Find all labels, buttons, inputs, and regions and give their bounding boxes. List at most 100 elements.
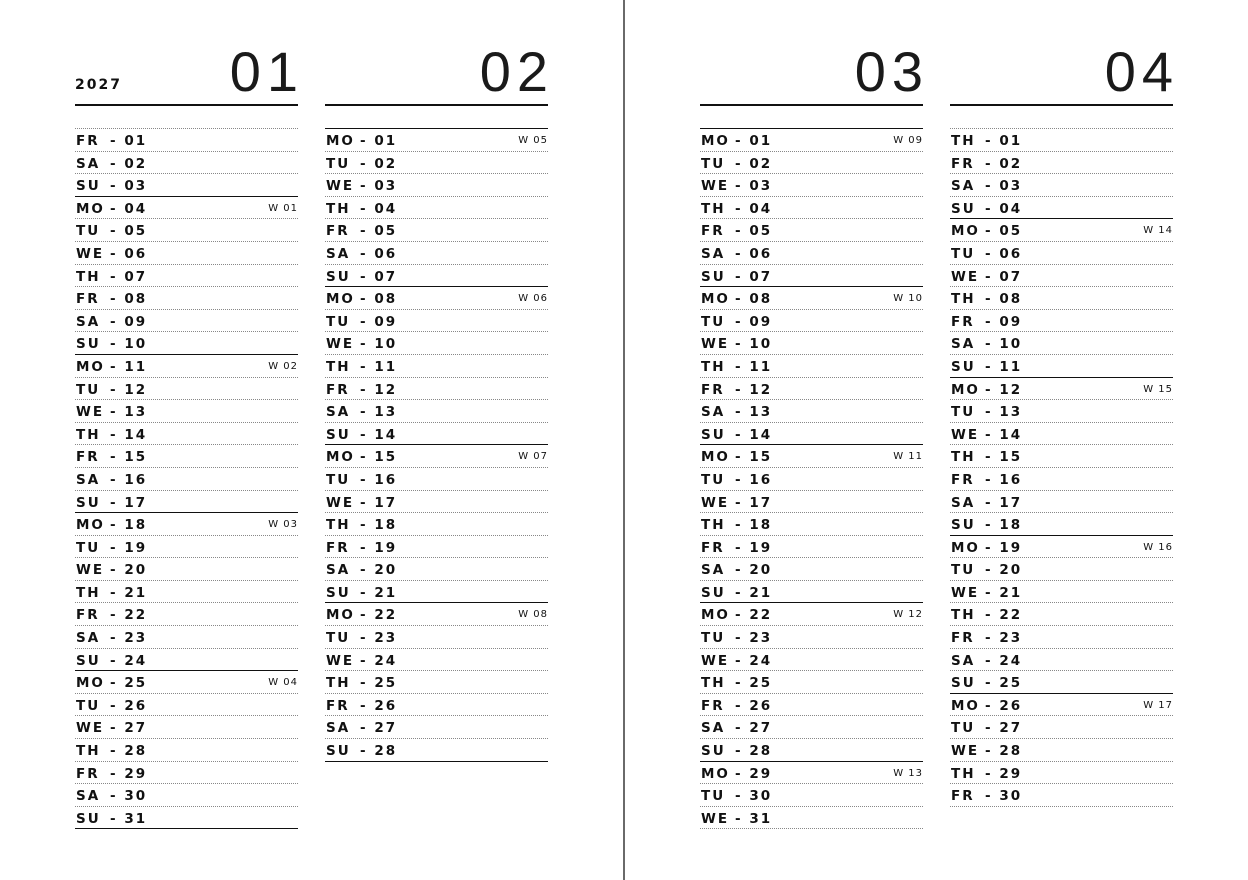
day-row[interactable]: TH - 04 (325, 197, 548, 220)
day-row[interactable]: SU - 14 (325, 423, 548, 446)
day-row[interactable]: TU - 16 (325, 468, 548, 491)
day-row[interactable]: SA - 23 (75, 626, 298, 649)
day-row[interactable]: FR - 29 (75, 762, 298, 785)
day-row[interactable]: FR - 26 (325, 694, 548, 717)
day-row[interactable]: MO - 01 W 05 (325, 129, 548, 152)
day-row[interactable]: SA - 27 (325, 716, 548, 740)
day-row[interactable]: FR - 19 (325, 536, 548, 559)
day-row[interactable]: SA - 10 (950, 332, 1173, 355)
day-row[interactable]: SU - 25 (950, 671, 1173, 694)
day-row[interactable]: MO - 22 W 12 (700, 603, 923, 627)
day-row[interactable]: TH - 11 (700, 355, 923, 378)
day-row[interactable]: TH - 11 (325, 355, 548, 378)
day-row[interactable]: TU - 05 (75, 219, 298, 242)
day-row[interactable]: TU - 02 (325, 152, 548, 175)
day-row[interactable]: SU - 28 (700, 739, 923, 762)
day-row[interactable]: FR - 01 (75, 129, 298, 152)
day-row[interactable]: SA - 13 (700, 400, 923, 423)
day-row[interactable]: WE - 31 (700, 807, 923, 830)
day-row[interactable]: SU - 17 (75, 491, 298, 514)
day-row[interactable]: SA - 16 (75, 468, 298, 491)
day-row[interactable]: TH - 25 (325, 671, 548, 694)
day-row[interactable]: TU - 26 (75, 694, 298, 717)
day-row[interactable]: SU - 07 (700, 265, 923, 288)
day-row[interactable]: MO - 18 W 03 (75, 513, 298, 536)
day-row[interactable]: WE - 10 (325, 332, 548, 355)
day-row[interactable]: WE - 24 (325, 649, 548, 672)
day-row[interactable]: WE - 20 (75, 558, 298, 581)
day-row[interactable]: WE - 24 (700, 649, 923, 672)
day-row[interactable]: WE - 14 (950, 423, 1173, 446)
day-row[interactable]: SA - 20 (700, 558, 923, 581)
day-row[interactable]: MO - 11 W 02 (75, 355, 298, 378)
day-row[interactable]: FR - 02 (950, 152, 1173, 175)
day-row[interactable]: SU - 03 (75, 174, 298, 197)
day-row[interactable]: TH - 14 (75, 423, 298, 446)
day-row[interactable]: FR - 30 (950, 784, 1173, 807)
day-row[interactable]: TH - 29 (950, 762, 1173, 785)
day-row[interactable]: TH - 18 (700, 513, 923, 536)
day-row[interactable]: WE - 03 (700, 174, 923, 197)
day-row[interactable]: SU - 07 (325, 265, 548, 288)
day-row[interactable]: WE - 21 (950, 581, 1173, 604)
day-row[interactable]: SU - 04 (950, 197, 1173, 220)
day-row[interactable]: TU - 12 (75, 378, 298, 401)
day-row[interactable]: MO - 25 W 04 (75, 671, 298, 694)
day-row[interactable]: SA - 13 (325, 400, 548, 423)
day-row[interactable]: TU - 09 (700, 310, 923, 333)
day-row[interactable]: SU - 24 (75, 649, 298, 672)
day-row[interactable]: SU - 31 (75, 807, 298, 830)
day-row[interactable]: FR - 22 (75, 603, 298, 627)
day-row[interactable]: MO - 15 W 11 (700, 445, 923, 468)
day-row[interactable]: SA - 24 (950, 649, 1173, 672)
day-row[interactable]: FR - 08 (75, 287, 298, 310)
day-row[interactable]: MO - 04 W 01 (75, 197, 298, 220)
day-row[interactable]: MO - 19 W 16 (950, 536, 1173, 559)
day-row[interactable]: SU - 28 (325, 739, 548, 762)
day-row[interactable]: SU - 21 (700, 581, 923, 604)
day-row[interactable]: MO - 26 W 17 (950, 694, 1173, 717)
day-row[interactable]: FR - 19 (700, 536, 923, 559)
day-row[interactable]: TH - 08 (950, 287, 1173, 310)
day-row[interactable]: SA - 06 (700, 242, 923, 265)
day-row[interactable]: WE - 27 (75, 716, 298, 740)
day-row[interactable]: FR - 09 (950, 310, 1173, 333)
day-row[interactable]: TH - 07 (75, 265, 298, 288)
day-row[interactable]: TH - 01 (950, 129, 1173, 152)
day-row[interactable]: SA - 30 (75, 784, 298, 807)
day-row[interactable]: SA - 27 (700, 716, 923, 740)
day-row[interactable]: TU - 19 (75, 536, 298, 559)
day-row[interactable]: MO - 01 W 09 (700, 129, 923, 152)
day-row[interactable]: MO - 08 W 06 (325, 287, 548, 310)
day-row[interactable]: TH - 28 (75, 739, 298, 762)
day-row[interactable]: WE - 28 (950, 739, 1173, 762)
day-row[interactable]: MO - 08 W 10 (700, 287, 923, 310)
day-row[interactable]: FR - 12 (700, 378, 923, 401)
day-row[interactable]: TU - 09 (325, 310, 548, 333)
day-row[interactable]: TH - 25 (700, 671, 923, 694)
day-row[interactable]: MO - 22 W 08 (325, 603, 548, 627)
day-row[interactable]: WE - 13 (75, 400, 298, 423)
day-row[interactable]: FR - 05 (700, 219, 923, 242)
day-row[interactable]: SA - 20 (325, 558, 548, 581)
day-row[interactable]: SU - 14 (700, 423, 923, 446)
day-row[interactable]: FR - 15 (75, 445, 298, 468)
day-row[interactable]: SU - 18 (950, 513, 1173, 536)
day-row[interactable]: FR - 26 (700, 694, 923, 717)
day-row[interactable]: TH - 04 (700, 197, 923, 220)
day-row[interactable]: FR - 05 (325, 219, 548, 242)
day-row[interactable]: TU - 06 (950, 242, 1173, 265)
day-row[interactable]: SU - 10 (75, 332, 298, 355)
day-row[interactable]: SA - 17 (950, 491, 1173, 514)
day-row[interactable]: TH - 22 (950, 603, 1173, 627)
day-row[interactable]: MO - 05 W 14 (950, 219, 1173, 242)
day-row[interactable]: TU - 23 (700, 626, 923, 649)
day-row[interactable]: WE - 17 (700, 491, 923, 514)
day-row[interactable]: WE - 10 (700, 332, 923, 355)
day-row[interactable]: FR - 16 (950, 468, 1173, 491)
day-row[interactable]: TU - 16 (700, 468, 923, 491)
day-row[interactable]: SU - 21 (325, 581, 548, 604)
day-row[interactable]: TU - 27 (950, 716, 1173, 740)
day-row[interactable]: MO - 15 W 07 (325, 445, 548, 468)
day-row[interactable]: WE - 17 (325, 491, 548, 514)
